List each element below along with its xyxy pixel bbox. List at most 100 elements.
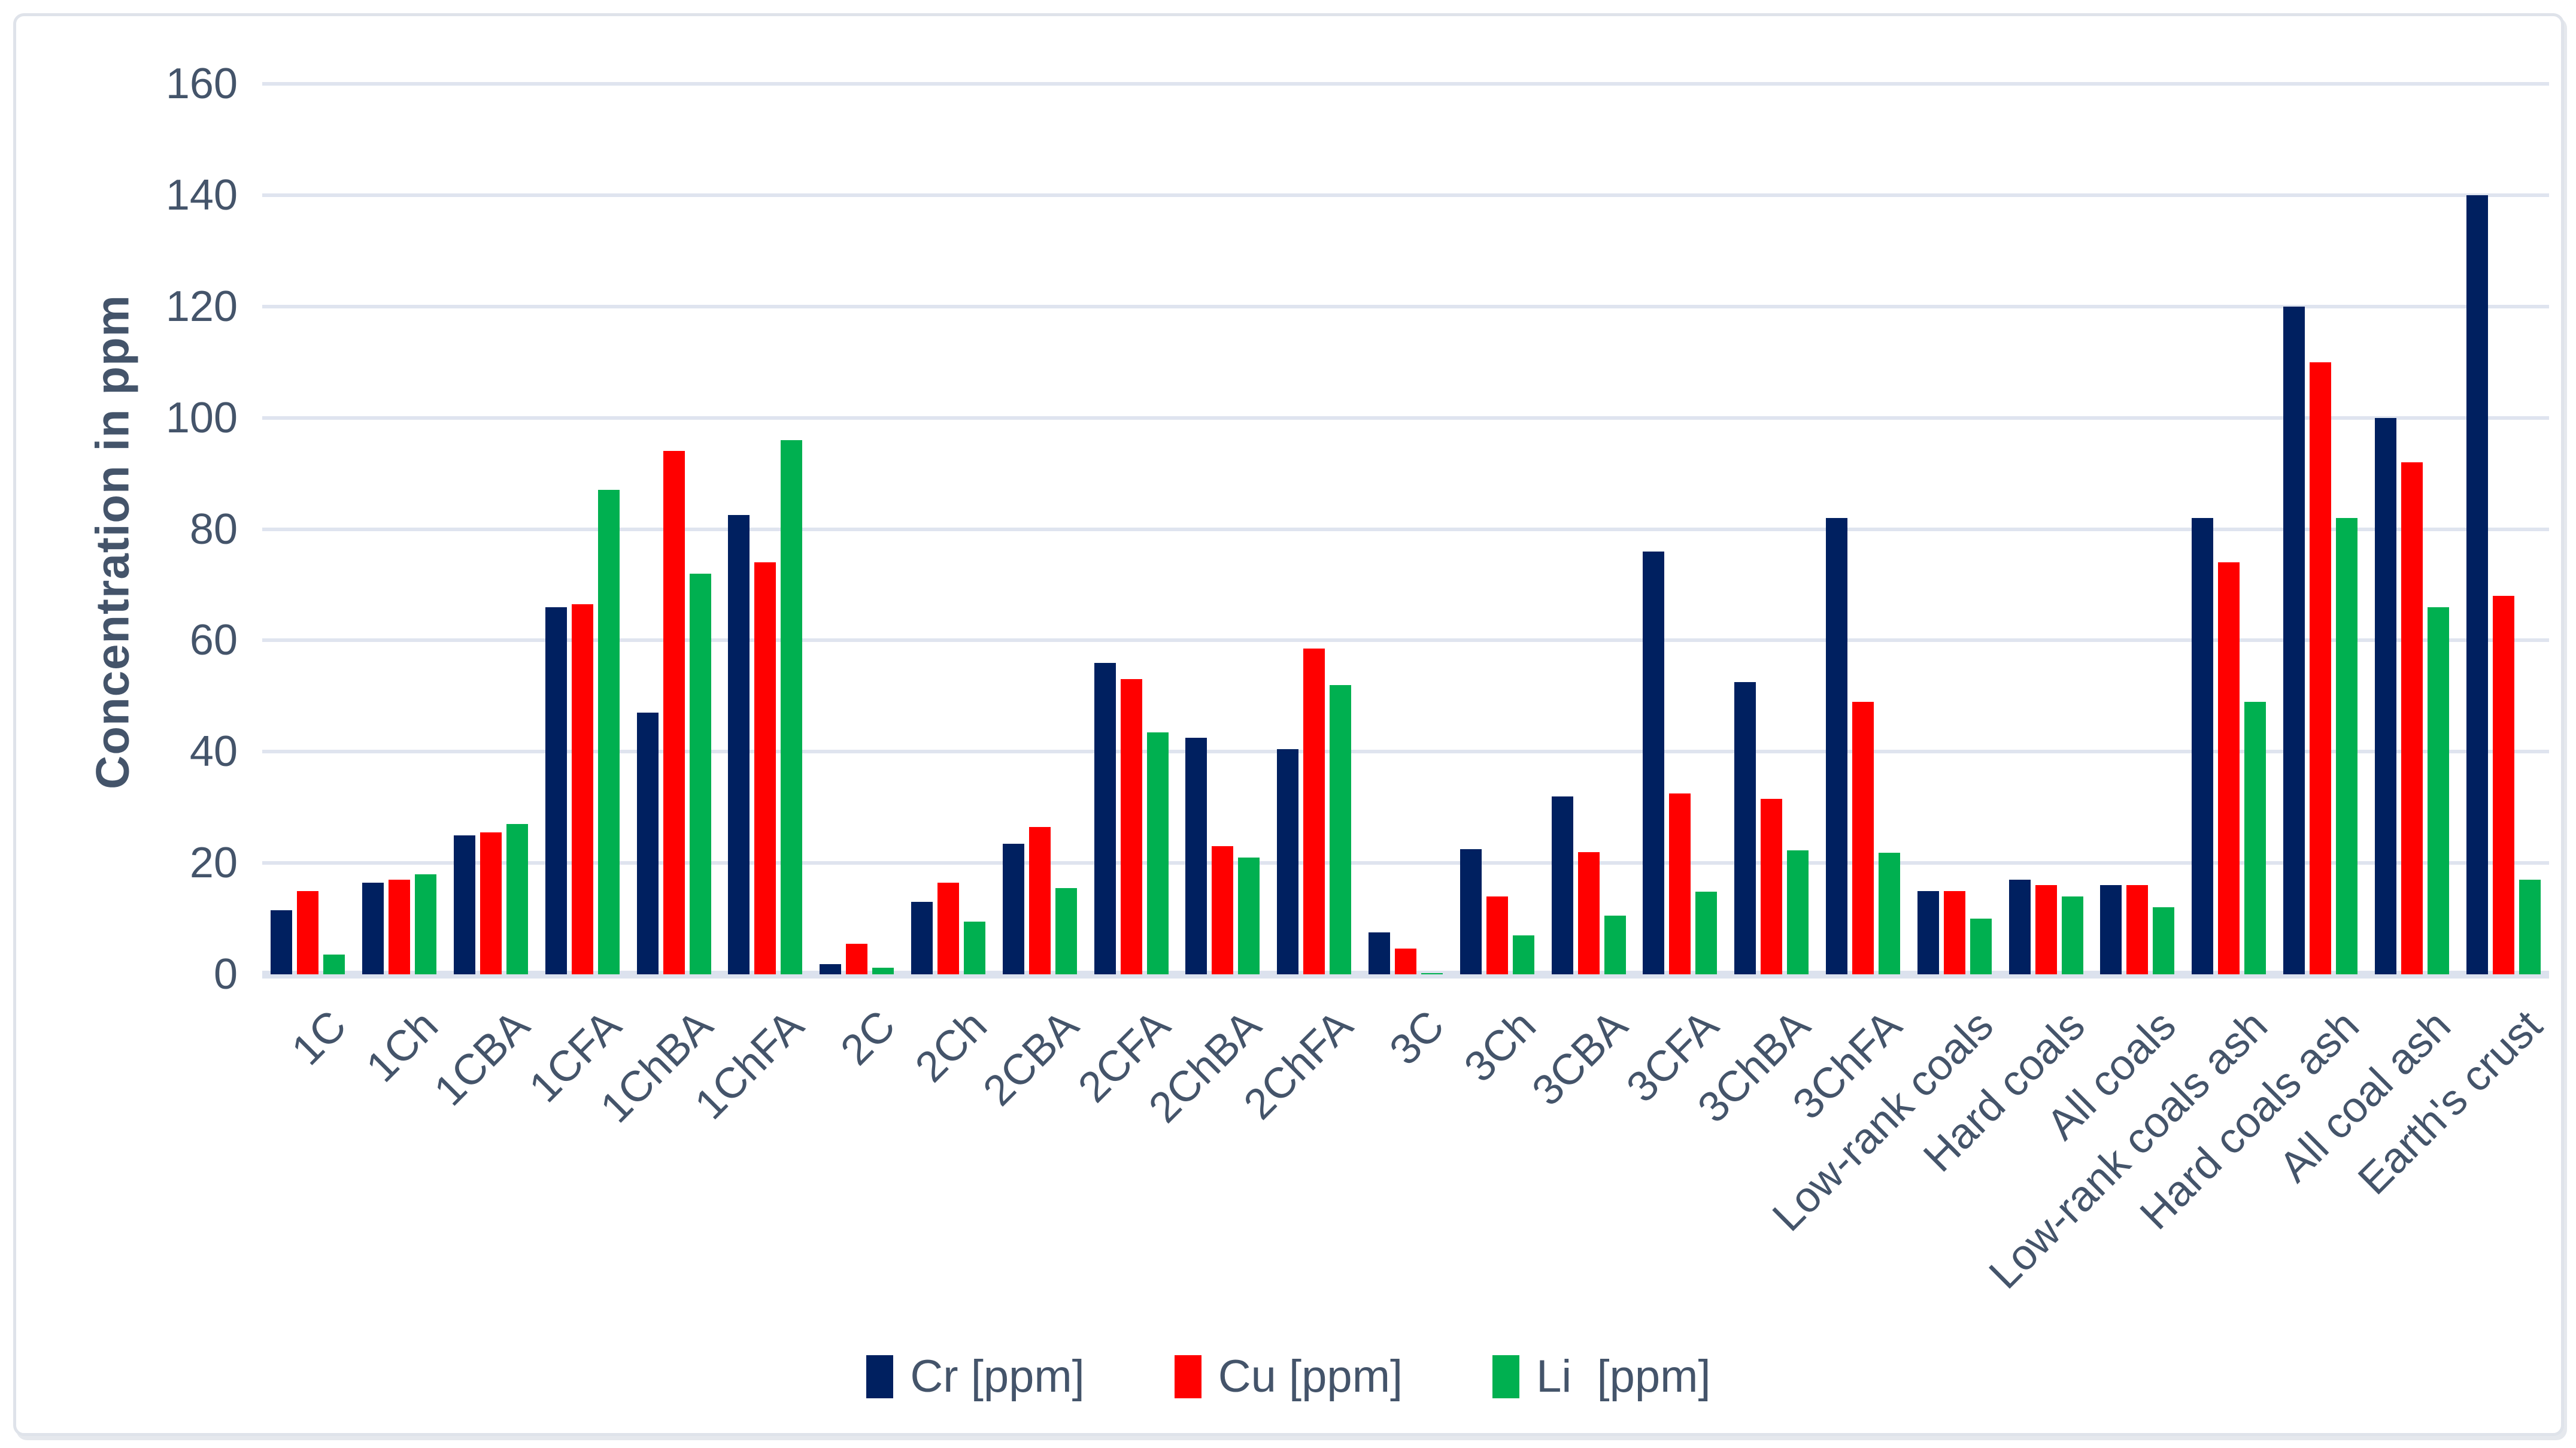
bar-cu [2492,596,2514,974]
bar-cr [1094,662,1116,974]
bar-group [1551,84,1626,974]
bar-li [1879,853,1900,974]
bar-li [781,440,803,974]
bar-group [1917,84,1992,974]
bar-cu [389,880,411,974]
y-tick-label: 140 [165,171,238,219]
bar-cu [1943,890,1965,974]
bar-cu [663,451,685,974]
bar-group [1094,84,1169,974]
gridline [262,82,2549,86]
gridline [262,527,2549,531]
bar-li [2244,701,2266,974]
bar-cr [820,964,842,974]
y-tick-label: 20 [189,839,238,887]
legend-item: Cu [ppm] [1174,1350,1403,1402]
bar-cu [1212,846,1234,974]
bar-cr [2283,306,2305,974]
bar-cu [2035,885,2057,974]
legend-label: Cu [ppm] [1218,1351,1403,1402]
bar-cr [1277,749,1299,974]
bar-cu [2126,885,2149,974]
bar-cr [728,515,750,974]
bar-cr [911,902,933,974]
bar-li [323,955,345,974]
bar-cu [1303,649,1325,974]
bar-li [2336,517,2357,974]
bar-group [2283,84,2357,974]
y-tick-label: 60 [189,616,238,665]
bar-cr [545,607,567,974]
bar-group [454,84,528,974]
bar-group [2374,84,2449,974]
bar-li [2427,607,2449,974]
bar-cu [1120,679,1142,974]
bar-cu [297,890,319,974]
bar-group [820,84,894,974]
bar-cu [2218,562,2240,974]
bar-cr [2466,195,2488,974]
bar-cu [480,832,502,974]
bar-cu [2401,462,2423,974]
bar-li [1146,732,1169,974]
bar-li [1330,684,1352,974]
bar-li [2519,880,2541,974]
bar-cu [2310,362,2331,974]
y-tick-label: 120 [165,282,238,331]
gridline [262,193,2549,197]
legend-item: Cr [ppm] [866,1350,1085,1402]
gridline [262,304,2549,308]
bar-cr [1643,551,1665,974]
bar-cr [1917,890,1939,974]
bar-li [506,824,528,974]
bar-cr [362,882,384,974]
bar-li [689,573,711,974]
y-tick-label: 80 [189,505,238,553]
bar-cu [1028,826,1051,974]
bar-group [1002,84,1077,974]
bar-cu [846,943,868,974]
bar-group [1643,84,1718,974]
bar-group [2008,84,2083,974]
bar-li [2153,907,2175,974]
bar-li [2061,896,2083,974]
legend-swatch [1174,1355,1201,1398]
bar-li [1055,887,1077,974]
bar-li [1512,935,1534,974]
bar-cu [571,604,593,974]
legend-swatch [1492,1355,1520,1398]
bar-cr [1734,682,1756,974]
bar-group [271,84,345,974]
bar-li [1421,973,1443,974]
bar-cr [271,910,293,974]
legend-label: Cr [ppm] [910,1351,1085,1402]
bar-cr [1185,738,1207,974]
bar-cu [937,882,959,974]
bar-group [2100,84,2175,974]
legend-swatch [866,1355,894,1398]
bar-cr [454,835,475,974]
y-tick-label: 40 [189,728,238,776]
bar-li [1604,916,1626,974]
bar-cu [1761,799,1783,974]
bar-group [1734,84,1809,974]
bar-cu [1577,852,1600,974]
legend: Cr [ppm] Cu [ppm] Li [ppm] [16,1350,2561,1402]
bar-group [2192,84,2266,974]
bar-group [1460,84,1534,974]
bar-group [1185,84,1260,974]
bar-cu [1852,701,1874,974]
bar-li [964,921,985,974]
bar-cr [636,713,659,974]
chart-frame: Concentration in ppm 0 20 40 60 80 100 120 140 1… [13,13,2564,1436]
bar-group [911,84,985,974]
bar-cr [2192,517,2214,974]
y-tick-label: 100 [165,393,238,442]
bar-cr [1369,932,1390,974]
bar-li [1695,892,1718,974]
y-tick-label: 160 [165,60,238,108]
bar-li [1970,919,1992,974]
bar-li [415,874,437,974]
bar-cr [1460,849,1482,974]
